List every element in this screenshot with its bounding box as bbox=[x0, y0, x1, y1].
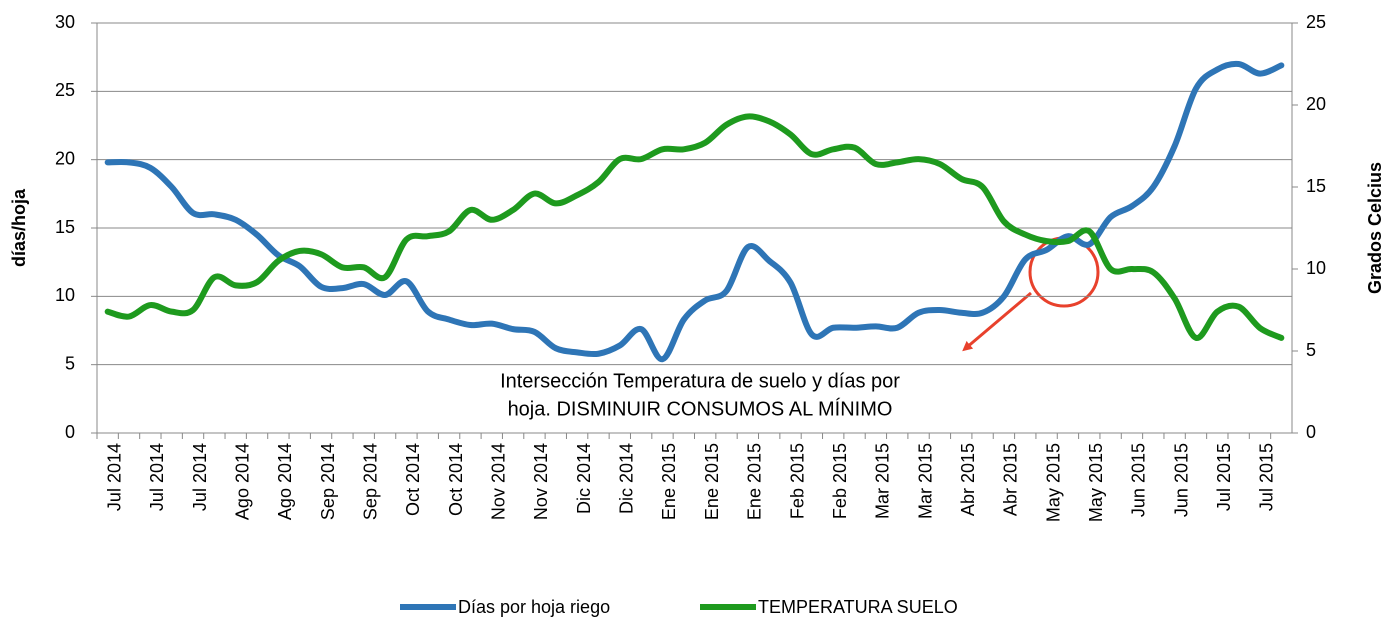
x-tick-label: Nov 2014 bbox=[489, 443, 509, 520]
annotation-arrow bbox=[962, 291, 1032, 352]
y-tick-label: 20 bbox=[55, 148, 75, 168]
x-tick-label: Jul 2015 bbox=[1257, 443, 1277, 511]
y2-tick-label: 20 bbox=[1306, 94, 1326, 114]
legend-label: TEMPERATURA SUELO bbox=[758, 597, 958, 617]
x-tick-label: Oct 2014 bbox=[403, 443, 423, 516]
x-tick-label: Feb 2015 bbox=[830, 443, 850, 519]
y-axis-title: días/hoja bbox=[9, 188, 29, 267]
x-tick-label: Jun 2015 bbox=[1171, 443, 1191, 517]
x-tick-label: May 2015 bbox=[1086, 443, 1106, 522]
x-tick-label: Abr 2015 bbox=[1001, 443, 1021, 516]
annotation: Intersección Temperatura de suelo y días… bbox=[500, 370, 900, 392]
x-tick-label: Dic 2014 bbox=[574, 443, 594, 514]
y2-tick-label: 25 bbox=[1306, 12, 1326, 32]
y2-tick-label: 10 bbox=[1306, 258, 1326, 278]
x-tick-label: Ene 2015 bbox=[659, 443, 679, 520]
highlight-circle bbox=[1028, 236, 1100, 308]
x-tick-label: Mar 2015 bbox=[873, 443, 893, 519]
x-tick-label: Dic 2014 bbox=[617, 443, 637, 514]
x-tick-label: Oct 2014 bbox=[446, 443, 466, 516]
x-tick-label: Nov 2014 bbox=[531, 443, 551, 520]
line-series bbox=[104, 113, 1285, 341]
y2-axis-title: Grados Celcius bbox=[1365, 162, 1385, 294]
y-tick-label: 10 bbox=[55, 285, 75, 305]
legend-label: Días por hoja riego bbox=[458, 597, 610, 617]
x-tick-label: Jul 2015 bbox=[1214, 443, 1234, 511]
y-tick-label: 25 bbox=[55, 80, 75, 100]
y2-tick-label: 0 bbox=[1306, 422, 1316, 442]
y2-tick-label: 15 bbox=[1306, 176, 1326, 196]
x-tick-label: Jul 2014 bbox=[147, 443, 167, 511]
x-tick-label: Mar 2015 bbox=[915, 443, 935, 519]
x-tick-label: Ene 2015 bbox=[745, 443, 765, 520]
y-tick-label: 0 bbox=[65, 422, 75, 442]
x-tick-label: Ago 2014 bbox=[275, 443, 295, 520]
x-tick-label: Jul 2014 bbox=[104, 443, 124, 511]
y2-tick-label: 5 bbox=[1306, 340, 1316, 360]
x-tick-label: May 2015 bbox=[1043, 443, 1063, 522]
y-tick-label: 30 bbox=[55, 12, 75, 32]
y-tick-label: 15 bbox=[55, 217, 75, 237]
x-tick-label: Abr 2015 bbox=[958, 443, 978, 516]
x-tick-label: Ene 2015 bbox=[702, 443, 722, 520]
line-series bbox=[104, 60, 1285, 363]
x-tick-label: Jul 2014 bbox=[190, 443, 210, 511]
x-tick-label: Sep 2014 bbox=[318, 443, 338, 520]
x-tick-label: Jun 2015 bbox=[1129, 443, 1149, 517]
x-tick-label: Ago 2014 bbox=[232, 443, 252, 520]
y-tick-label: 5 bbox=[65, 353, 75, 373]
x-tick-label: Feb 2015 bbox=[787, 443, 807, 519]
annotation: hoja. DISMINUIR CONSUMOS AL MÍNIMO bbox=[508, 397, 893, 420]
x-tick-label: Sep 2014 bbox=[360, 443, 380, 520]
